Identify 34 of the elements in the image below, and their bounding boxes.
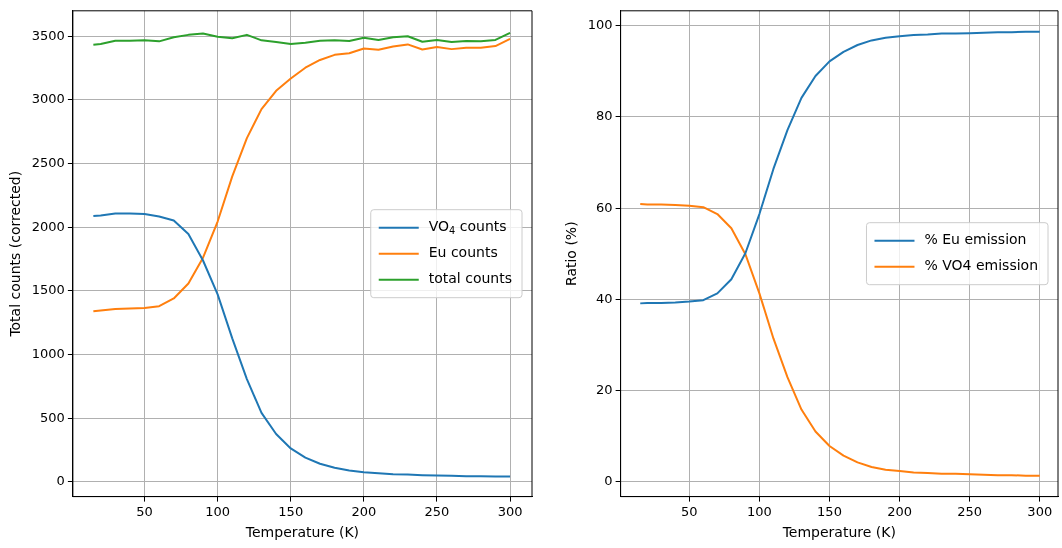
x-tick-label: 150 — [817, 503, 842, 519]
y-tick-label: 1000 — [31, 345, 65, 361]
x-tick-label: 300 — [497, 503, 523, 519]
x-tick-label: 250 — [957, 503, 983, 519]
legend-label: % VO4 emission — [924, 257, 1039, 274]
x-axis-title: Temperature (K) — [244, 524, 360, 541]
y-tick-label: 20 — [596, 381, 613, 397]
x-tick-label: 300 — [1027, 503, 1053, 519]
y-tick-label: 3500 — [31, 27, 65, 43]
legend-label: % Eu emission — [924, 231, 1027, 248]
legend-label: total counts — [428, 270, 513, 287]
y-tick-label: 60 — [596, 199, 613, 215]
y-tick-label: 500 — [40, 409, 65, 425]
x-tick-label: 200 — [887, 503, 912, 519]
x-tick-label: 250 — [424, 503, 450, 519]
y-tick-label: 2500 — [31, 154, 65, 170]
y-tick-label: 80 — [596, 108, 613, 124]
x-tick-label: 200 — [351, 503, 377, 519]
y-axis-title: Total counts (corrected) — [7, 170, 24, 338]
y-tick-label: 0 — [56, 473, 65, 489]
y-tick-label: 0 — [604, 472, 613, 488]
x-axis-title: Temperature (K) — [781, 524, 896, 541]
legend-label: Eu counts — [428, 244, 498, 261]
y-tick-label: 40 — [596, 290, 613, 306]
y-tick-label: 100 — [587, 17, 613, 33]
x-tick-label: 50 — [136, 503, 153, 519]
x-tick-label: 100 — [205, 503, 231, 519]
x-tick-label: 150 — [278, 503, 304, 519]
x-tick-label: 50 — [681, 503, 698, 519]
y-axis-title: Ratio (%) — [563, 221, 580, 287]
x-tick-label: 100 — [746, 503, 772, 519]
y-tick-label: 1500 — [31, 282, 65, 298]
y-tick-label: 3000 — [31, 91, 65, 107]
y-tick-label: 2000 — [31, 218, 65, 234]
